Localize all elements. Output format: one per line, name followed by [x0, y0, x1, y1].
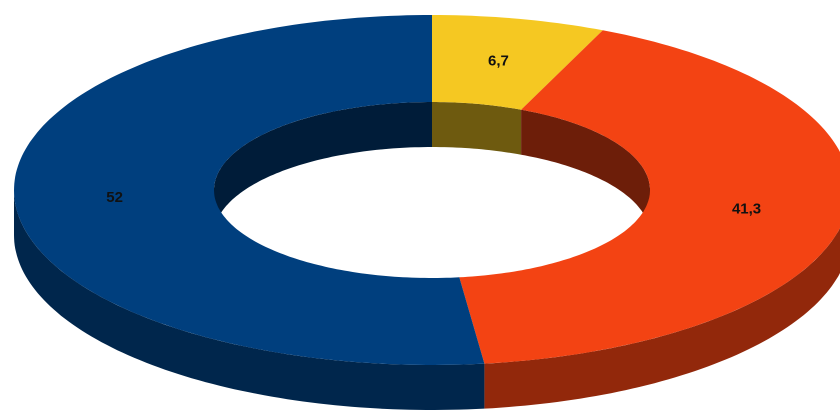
outer-wall: [484, 227, 840, 409]
inner-wall: [432, 102, 522, 155]
data-label: 6,7: [488, 52, 509, 69]
outer-wall: [14, 190, 485, 410]
data-label: 41,3: [732, 200, 761, 217]
inner-wall: [521, 109, 650, 235]
donut-slice: [14, 15, 485, 365]
inner-wall: [214, 102, 432, 235]
donut-slice: [459, 30, 840, 364]
data-label: 52: [106, 189, 123, 206]
donut-slice: [432, 15, 603, 110]
